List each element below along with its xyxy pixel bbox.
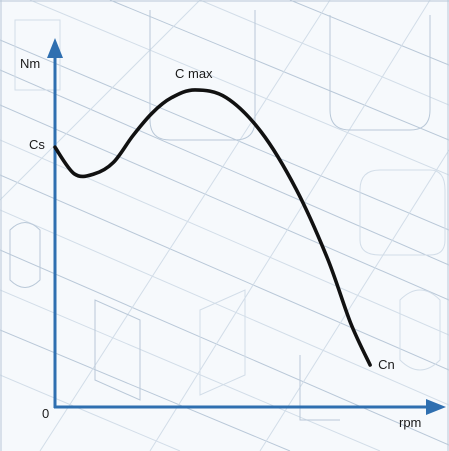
x-axis-label: rpm — [399, 415, 421, 430]
torque-curve-line — [53, 88, 372, 367]
point-label-c-max: C max — [175, 66, 213, 81]
origin-label: 0 — [42, 406, 49, 421]
chart-axes — [47, 38, 446, 415]
point-label-cn: Cn — [378, 357, 395, 372]
series-layer — [53, 88, 372, 367]
point-labels-layer: Cs C max Cn — [29, 66, 395, 372]
y-axis-arrow — [47, 38, 63, 58]
point-label-cs: Cs — [29, 137, 45, 152]
x-axis-arrow — [426, 399, 446, 415]
y-axis-label: Nm — [20, 56, 40, 71]
